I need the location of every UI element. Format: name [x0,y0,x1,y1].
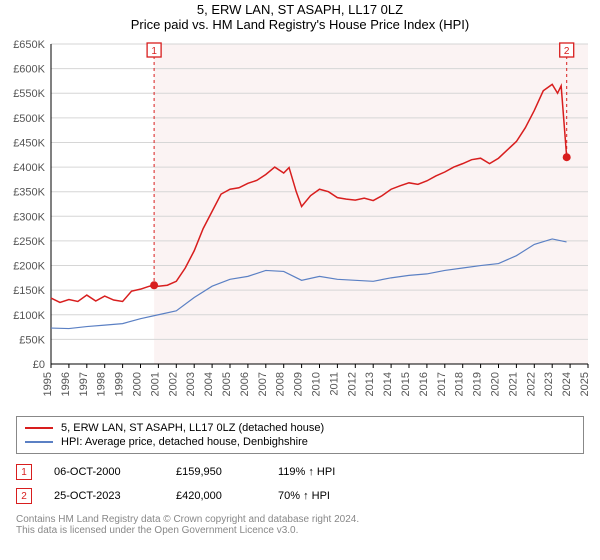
legend-label: HPI: Average price, detached house, Denb… [61,436,308,448]
svg-text:£200K: £200K [13,261,45,273]
event-marker: 2 [16,488,32,504]
svg-text:2001: 2001 [149,372,161,396]
event-row: 1 06-OCT-2000 £159,950 119% ↑ HPI [16,460,584,484]
svg-text:£450K: £450K [13,137,45,149]
legend-item: 5, ERW LAN, ST ASAPH, LL17 0LZ (detached… [25,421,575,435]
event-pct: 119% ↑ HPI [278,466,378,478]
event-date: 25-OCT-2023 [54,490,154,502]
svg-text:2002: 2002 [167,372,179,396]
chart-area: £0 £50K £100K £150K £200K £250K £300K £350K £400… [0,36,600,406]
event-date: 06-OCT-2000 [54,466,154,478]
svg-text:2: 2 [564,46,570,57]
svg-text:£150K: £150K [13,285,45,297]
svg-text:2013: 2013 [364,372,376,396]
svg-text:£350K: £350K [13,187,45,199]
svg-text:1996: 1996 [60,372,72,396]
svg-text:2016: 2016 [418,372,430,396]
svg-text:1995: 1995 [42,372,54,396]
svg-text:1: 1 [151,46,157,57]
legend-swatch [25,441,53,443]
event-pct: 70% ↑ HPI [278,490,378,502]
svg-text:2024: 2024 [561,372,573,396]
svg-text:2012: 2012 [346,372,358,396]
chart-svg: £0 £50K £100K £150K £200K £250K £300K £350K £400… [0,36,600,406]
svg-text:2025: 2025 [579,372,591,396]
footer-line2: This data is licensed under the Open Gov… [16,525,584,536]
event-marker: 1 [16,464,32,480]
svg-text:2003: 2003 [185,372,197,396]
svg-text:£550K: £550K [13,88,45,100]
svg-text:2004: 2004 [203,372,215,396]
footer-line1: Contains HM Land Registry data © Crown c… [16,514,584,525]
svg-text:£100K: £100K [13,310,45,322]
svg-text:£650K: £650K [13,39,45,51]
svg-text:2000: 2000 [132,372,144,396]
legend-item: HPI: Average price, detached house, Denb… [25,435,575,449]
svg-text:2011: 2011 [328,372,340,396]
svg-text:2007: 2007 [257,372,269,396]
svg-text:2019: 2019 [472,372,484,396]
svg-text:2015: 2015 [400,372,412,396]
svg-text:2023: 2023 [543,372,555,396]
event-price: £159,950 [176,466,256,478]
svg-text:2017: 2017 [436,372,448,396]
legend-label: 5, ERW LAN, ST ASAPH, LL17 0LZ (detached… [61,422,324,434]
chart-container: 5, ERW LAN, ST ASAPH, LL17 0LZ Price pai… [0,0,600,560]
svg-text:2018: 2018 [454,372,466,396]
svg-text:2020: 2020 [490,372,502,396]
legend-swatch [25,427,53,429]
footer-attribution: Contains HM Land Registry data © Crown c… [16,514,584,536]
svg-text:2009: 2009 [293,372,305,396]
chart-title: 5, ERW LAN, ST ASAPH, LL17 0LZ [0,0,600,17]
event-price: £420,000 [176,490,256,502]
svg-text:1998: 1998 [96,372,108,396]
svg-text:£600K: £600K [13,64,45,76]
svg-text:2014: 2014 [382,372,394,396]
svg-text:2008: 2008 [275,372,287,396]
svg-text:2021: 2021 [507,372,519,396]
svg-text:2022: 2022 [525,372,537,396]
chart-subtitle: Price paid vs. HM Land Registry's House … [0,17,600,36]
svg-text:£250K: £250K [13,236,45,248]
svg-text:1999: 1999 [114,372,126,396]
svg-text:£400K: £400K [13,162,45,174]
events-table: 1 06-OCT-2000 £159,950 119% ↑ HPI 2 25-OCT-20… [16,460,584,508]
event-row: 2 25-OCT-2023 £420,000 70% ↑ HPI [16,484,584,508]
legend-box: 5, ERW LAN, ST ASAPH, LL17 0LZ (detached… [16,416,584,454]
svg-text:£500K: £500K [13,113,45,125]
svg-text:1997: 1997 [78,372,90,396]
svg-text:£50K: £50K [19,334,45,346]
svg-text:2010: 2010 [311,372,323,396]
svg-text:2005: 2005 [221,372,233,396]
svg-text:2006: 2006 [239,372,251,396]
svg-text:£0: £0 [33,359,45,371]
svg-text:£300K: £300K [13,211,45,223]
